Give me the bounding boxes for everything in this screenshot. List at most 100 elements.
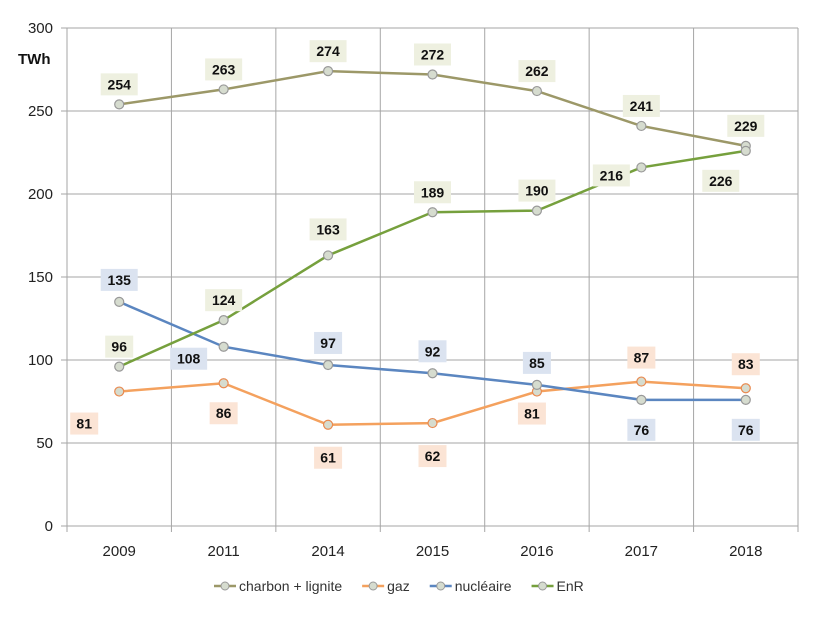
data-point xyxy=(114,386,125,397)
legend-marker xyxy=(368,581,378,591)
data-label: 124 xyxy=(212,292,236,308)
legend-label: nucléaire xyxy=(455,578,512,594)
x-tick-label: 2018 xyxy=(729,543,762,560)
data-point xyxy=(636,120,647,132)
data-label-bg xyxy=(518,60,556,83)
legend-label: charbon + lignite xyxy=(239,578,342,594)
legend-item: gaz xyxy=(362,578,410,594)
data-label-bg xyxy=(522,351,551,374)
data-label-bg xyxy=(314,446,343,469)
y-tick-label: 300 xyxy=(28,20,53,37)
data-label: 263 xyxy=(212,61,236,77)
legend-marker xyxy=(220,581,230,591)
data-point xyxy=(427,207,438,218)
data-label-bg xyxy=(205,289,243,312)
data-label: 229 xyxy=(734,118,758,134)
data-label-bg xyxy=(209,402,238,425)
data-label: 216 xyxy=(600,167,624,183)
data-label: 262 xyxy=(525,63,549,79)
data-label-bg xyxy=(70,412,99,435)
data-label: 274 xyxy=(316,43,340,59)
data-label: 135 xyxy=(108,272,132,288)
y-tick-label: 0 xyxy=(45,518,53,535)
data-label: 226 xyxy=(709,173,733,189)
x-tick-label: 2014 xyxy=(311,543,344,560)
data-label-bg xyxy=(309,40,347,63)
data-label-bg xyxy=(100,73,138,96)
data-point xyxy=(322,359,334,371)
x-tick-label: 2011 xyxy=(208,543,240,560)
data-label-bg xyxy=(418,445,447,468)
y-tick-label: 50 xyxy=(36,435,53,452)
data-label-bg xyxy=(170,347,208,370)
data-label-bg xyxy=(205,58,243,81)
data-label-bg xyxy=(702,169,740,192)
data-label-bg xyxy=(518,179,556,202)
data-point xyxy=(114,361,125,372)
data-point xyxy=(218,378,229,389)
data-label-bg xyxy=(105,335,134,358)
data-label: 189 xyxy=(421,184,445,200)
data-label: 83 xyxy=(738,356,754,372)
data-label: 97 xyxy=(320,335,336,351)
data-label-bg xyxy=(314,331,343,354)
legend-item: charbon + lignite xyxy=(214,578,342,594)
data-label-bg xyxy=(627,418,656,441)
data-label-bg xyxy=(731,353,760,376)
legend-item: EnR xyxy=(531,578,584,594)
data-point xyxy=(740,394,751,405)
data-point xyxy=(636,394,647,405)
data-label: 87 xyxy=(634,350,650,366)
data-point xyxy=(427,368,438,379)
data-label: 86 xyxy=(216,405,232,421)
data-label-bg xyxy=(592,164,630,187)
data-label-bg xyxy=(727,114,765,137)
x-tick-label: 2015 xyxy=(416,543,449,560)
legend-label: gaz xyxy=(387,578,410,594)
data-label: 76 xyxy=(738,422,754,438)
data-label-bg xyxy=(309,218,347,241)
data-label: 85 xyxy=(529,355,545,371)
data-label-bg xyxy=(731,418,760,441)
data-label: 241 xyxy=(630,98,654,114)
data-point xyxy=(322,250,334,261)
data-label-bg xyxy=(418,340,447,363)
data-point xyxy=(531,85,543,97)
data-point xyxy=(427,417,438,429)
data-label: 163 xyxy=(316,221,340,237)
x-tick-label: 2017 xyxy=(625,543,658,560)
data-label: 108 xyxy=(177,351,201,367)
data-point xyxy=(427,69,438,80)
data-point xyxy=(740,383,751,394)
legend-item: nucléaire xyxy=(429,578,512,594)
y-axis-label: TWh xyxy=(18,51,50,68)
data-label: 254 xyxy=(108,76,132,92)
data-label: 190 xyxy=(525,183,549,199)
data-point xyxy=(114,296,125,307)
data-label: 61 xyxy=(320,450,336,466)
data-point xyxy=(322,419,334,430)
data-point xyxy=(218,315,229,326)
data-point xyxy=(531,205,543,216)
data-label: 92 xyxy=(425,343,441,359)
data-label-bg xyxy=(517,402,546,425)
x-tick-label: 2009 xyxy=(103,543,136,560)
data-label-bg xyxy=(414,43,451,66)
data-point xyxy=(740,145,751,156)
legend-label: EnR xyxy=(557,578,584,594)
y-tick-label: 250 xyxy=(28,103,53,120)
legend-marker xyxy=(436,581,446,591)
data-label: 76 xyxy=(634,422,650,438)
data-label-bg xyxy=(414,181,451,204)
data-label-bg xyxy=(100,268,138,291)
data-point xyxy=(531,379,543,390)
x-tick-label: 2016 xyxy=(520,543,553,560)
data-label-bg xyxy=(627,346,656,369)
data-label: 81 xyxy=(524,406,540,422)
data-point xyxy=(322,66,334,77)
data-point xyxy=(218,84,229,95)
legend-marker xyxy=(538,581,548,591)
data-label: 81 xyxy=(76,416,92,432)
data-label: 96 xyxy=(111,339,127,355)
